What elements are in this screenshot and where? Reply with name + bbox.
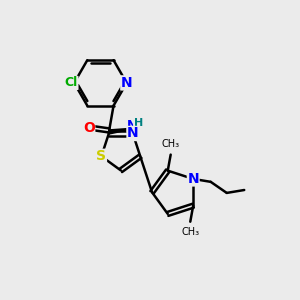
Text: H: H xyxy=(134,118,143,128)
Text: CH₃: CH₃ xyxy=(181,227,199,237)
Text: S: S xyxy=(96,149,106,163)
Text: N: N xyxy=(121,76,133,90)
Text: CH₃: CH₃ xyxy=(162,140,180,149)
Text: N: N xyxy=(127,119,138,132)
Text: N: N xyxy=(127,127,139,140)
Text: N: N xyxy=(188,172,199,186)
Text: Cl: Cl xyxy=(64,76,78,89)
Text: O: O xyxy=(83,121,95,134)
